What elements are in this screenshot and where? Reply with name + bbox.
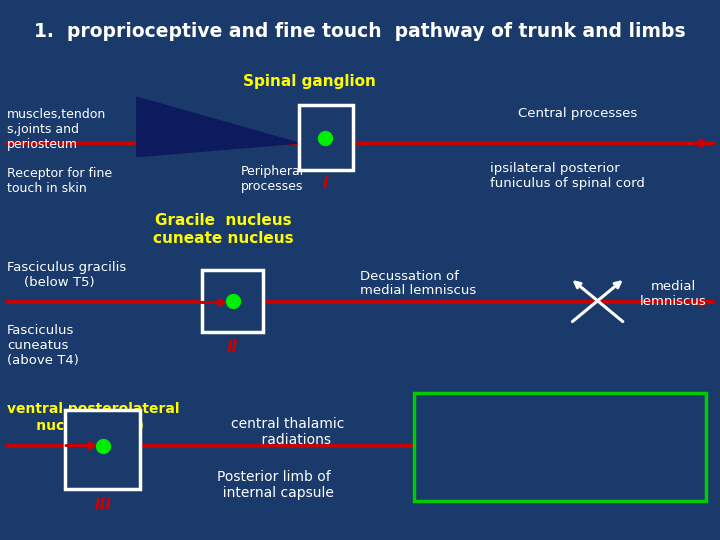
Polygon shape bbox=[137, 97, 299, 157]
Text: Decussation of
medial lemniscus: Decussation of medial lemniscus bbox=[360, 269, 476, 298]
Text: ipsilateral posterior
funiculus of spinal cord: ipsilateral posterior funiculus of spina… bbox=[490, 162, 644, 190]
Text: III: III bbox=[94, 497, 112, 512]
Text: Central processes: Central processes bbox=[518, 107, 638, 120]
Text: Peripheral
processes: Peripheral processes bbox=[241, 165, 305, 193]
Bar bbox=[65, 410, 140, 489]
Text: 1.  proprioceptive and fine touch  pathway of trunk and limbs: 1. proprioceptive and fine touch pathway… bbox=[34, 22, 686, 40]
Text: ventral posterolateral
      nucleus (VPL): ventral posterolateral nucleus (VPL) bbox=[7, 402, 180, 433]
Text: central thalamic
    radiations: central thalamic radiations bbox=[231, 417, 345, 447]
Bar bbox=[414, 393, 706, 501]
Text: medial
lemniscus: medial lemniscus bbox=[640, 280, 706, 308]
Text: Posterior limb of
  internal capsule: Posterior limb of internal capsule bbox=[214, 470, 333, 500]
Text: supeior 2/3 of postcentral
gyrus and posterior part
of the paracentral lobule,
P: supeior 2/3 of postcentral gyrus and pos… bbox=[474, 414, 647, 481]
Text: Spinal ganglion: Spinal ganglion bbox=[243, 74, 376, 89]
Text: Receptor for fine
touch in skin: Receptor for fine touch in skin bbox=[7, 167, 112, 195]
Text: I: I bbox=[323, 176, 328, 191]
Text: Fasciculus gracilis
    (below T5): Fasciculus gracilis (below T5) bbox=[7, 261, 127, 289]
Text: II: II bbox=[227, 340, 238, 355]
Text: Gracile  nucleus
cuneate nucleus: Gracile nucleus cuneate nucleus bbox=[153, 213, 294, 246]
Bar bbox=[299, 105, 353, 170]
Bar bbox=[202, 270, 263, 332]
Text: Fasciculus
cuneatus
(above T4): Fasciculus cuneatus (above T4) bbox=[7, 324, 79, 367]
Text: muscles,tendon
s,joints and
periosteum: muscles,tendon s,joints and periosteum bbox=[7, 108, 107, 151]
